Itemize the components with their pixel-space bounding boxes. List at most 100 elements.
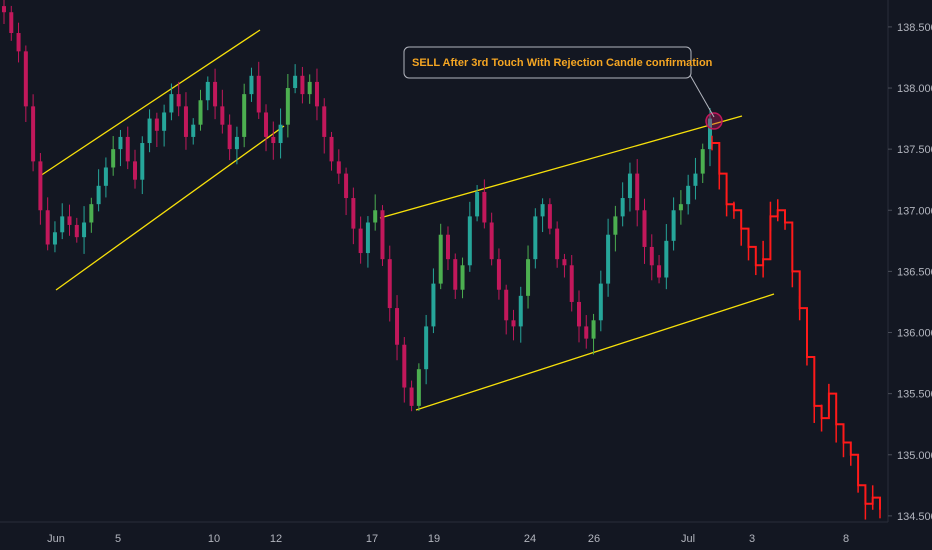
candle-body (504, 289, 509, 321)
candle-body (147, 118, 152, 144)
candle-body (678, 204, 683, 211)
trendline-channel-1-lower[interactable] (55, 125, 285, 291)
candle-body (125, 136, 130, 162)
x-tick-label: 12 (270, 533, 282, 545)
candle-body (118, 136, 123, 150)
candle-body (693, 173, 698, 186)
y-tick-label: 136.000 (897, 328, 932, 340)
x-axis: Jun 5 10 12 17 19 24 26 Jul 3 8 (47, 533, 849, 545)
y-tick-label: 138.000 (897, 83, 932, 95)
candle-body (518, 295, 523, 327)
trendline-channel-2-upper[interactable] (379, 115, 743, 219)
candle-body (60, 216, 65, 233)
candle-body (642, 210, 647, 247)
candle-body (23, 51, 28, 107)
candle-body (627, 173, 632, 199)
candle-body (89, 204, 94, 223)
candle-body (293, 75, 298, 89)
candle-body (358, 228, 363, 254)
trendline-channel-2-lower[interactable] (415, 293, 775, 411)
candle-body (533, 216, 538, 260)
callout-box (403, 46, 692, 79)
candle-body (96, 185, 101, 205)
x-tick-label: 5 (115, 533, 121, 545)
trendline-channel-1-upper[interactable] (39, 29, 261, 177)
candle-body (649, 246, 654, 266)
candle-body (620, 198, 625, 217)
candle-body (467, 216, 472, 266)
candle-body (351, 198, 356, 229)
candles (2, 0, 712, 412)
y-tick-label: 134.500 (897, 511, 932, 523)
candle-body (9, 12, 14, 34)
candle-body (336, 161, 341, 174)
candle-body (555, 228, 560, 260)
x-tick-label: 3 (749, 533, 755, 545)
candle-body (2, 6, 6, 13)
candle-body (547, 204, 552, 229)
x-tick-label: 8 (843, 533, 849, 545)
candle-body (569, 265, 574, 302)
y-tick-label: 138.500 (897, 22, 932, 34)
y-tick-label: 135.000 (897, 450, 932, 462)
candle-body (249, 75, 254, 95)
candle-body (227, 124, 232, 150)
candle-body (387, 259, 392, 309)
candle-body (409, 387, 414, 406)
candle-body (460, 265, 465, 290)
candle-body (526, 259, 531, 296)
y-axis: 138.500 138.000 137.500 137.000 136.500 136.0… (888, 22, 932, 523)
candle-body (380, 210, 385, 260)
candle-body (591, 320, 596, 339)
y-tick-label: 137.500 (897, 144, 932, 156)
candle-body (686, 185, 691, 205)
candle-body (220, 106, 225, 125)
candle-body (496, 259, 501, 290)
candle-body (103, 167, 108, 186)
candle-body (271, 136, 276, 144)
candle-body (52, 232, 57, 245)
candle-body (395, 308, 400, 345)
candle-body (584, 326, 589, 339)
candle-body (256, 75, 261, 113)
candle-body (16, 33, 21, 52)
y-tick-label: 137.000 (897, 205, 932, 217)
annotation-callout[interactable]: SELL After 3rd Touch With Rejection Cand… (403, 46, 715, 118)
candle-body (198, 100, 203, 125)
candle-body (285, 88, 290, 125)
candle-body (205, 81, 210, 101)
candle-body (438, 234, 443, 284)
candle-body (613, 216, 618, 235)
candle-body (453, 259, 458, 290)
candle-body (140, 143, 145, 180)
candle-body (322, 106, 327, 137)
candle-body (242, 94, 247, 137)
y-tick-label: 135.500 (897, 389, 932, 401)
candle-body (264, 112, 269, 137)
x-tick-label: 17 (366, 533, 378, 545)
candle-body (67, 216, 72, 225)
candle-body (314, 81, 319, 107)
candle-body (700, 149, 705, 174)
candle-body (606, 234, 611, 284)
candle-body (365, 222, 370, 254)
candle-body (234, 136, 239, 150)
x-tick-label: 10 (208, 533, 220, 545)
candle-body (176, 94, 181, 107)
candle-body (540, 204, 545, 217)
x-tick-label: 24 (524, 533, 536, 545)
candle-body (278, 124, 283, 144)
candle-body (169, 94, 174, 113)
candle-body (708, 118, 712, 150)
candle-body (300, 75, 305, 95)
candle-body (154, 118, 159, 131)
x-tick-label: 26 (588, 533, 600, 545)
candle-body (82, 222, 87, 238)
candle-body (74, 224, 79, 238)
candle-body (373, 210, 378, 223)
candle-body (416, 369, 421, 406)
candle-body (111, 149, 116, 168)
candle-body (489, 222, 494, 260)
candle-body (657, 265, 662, 278)
